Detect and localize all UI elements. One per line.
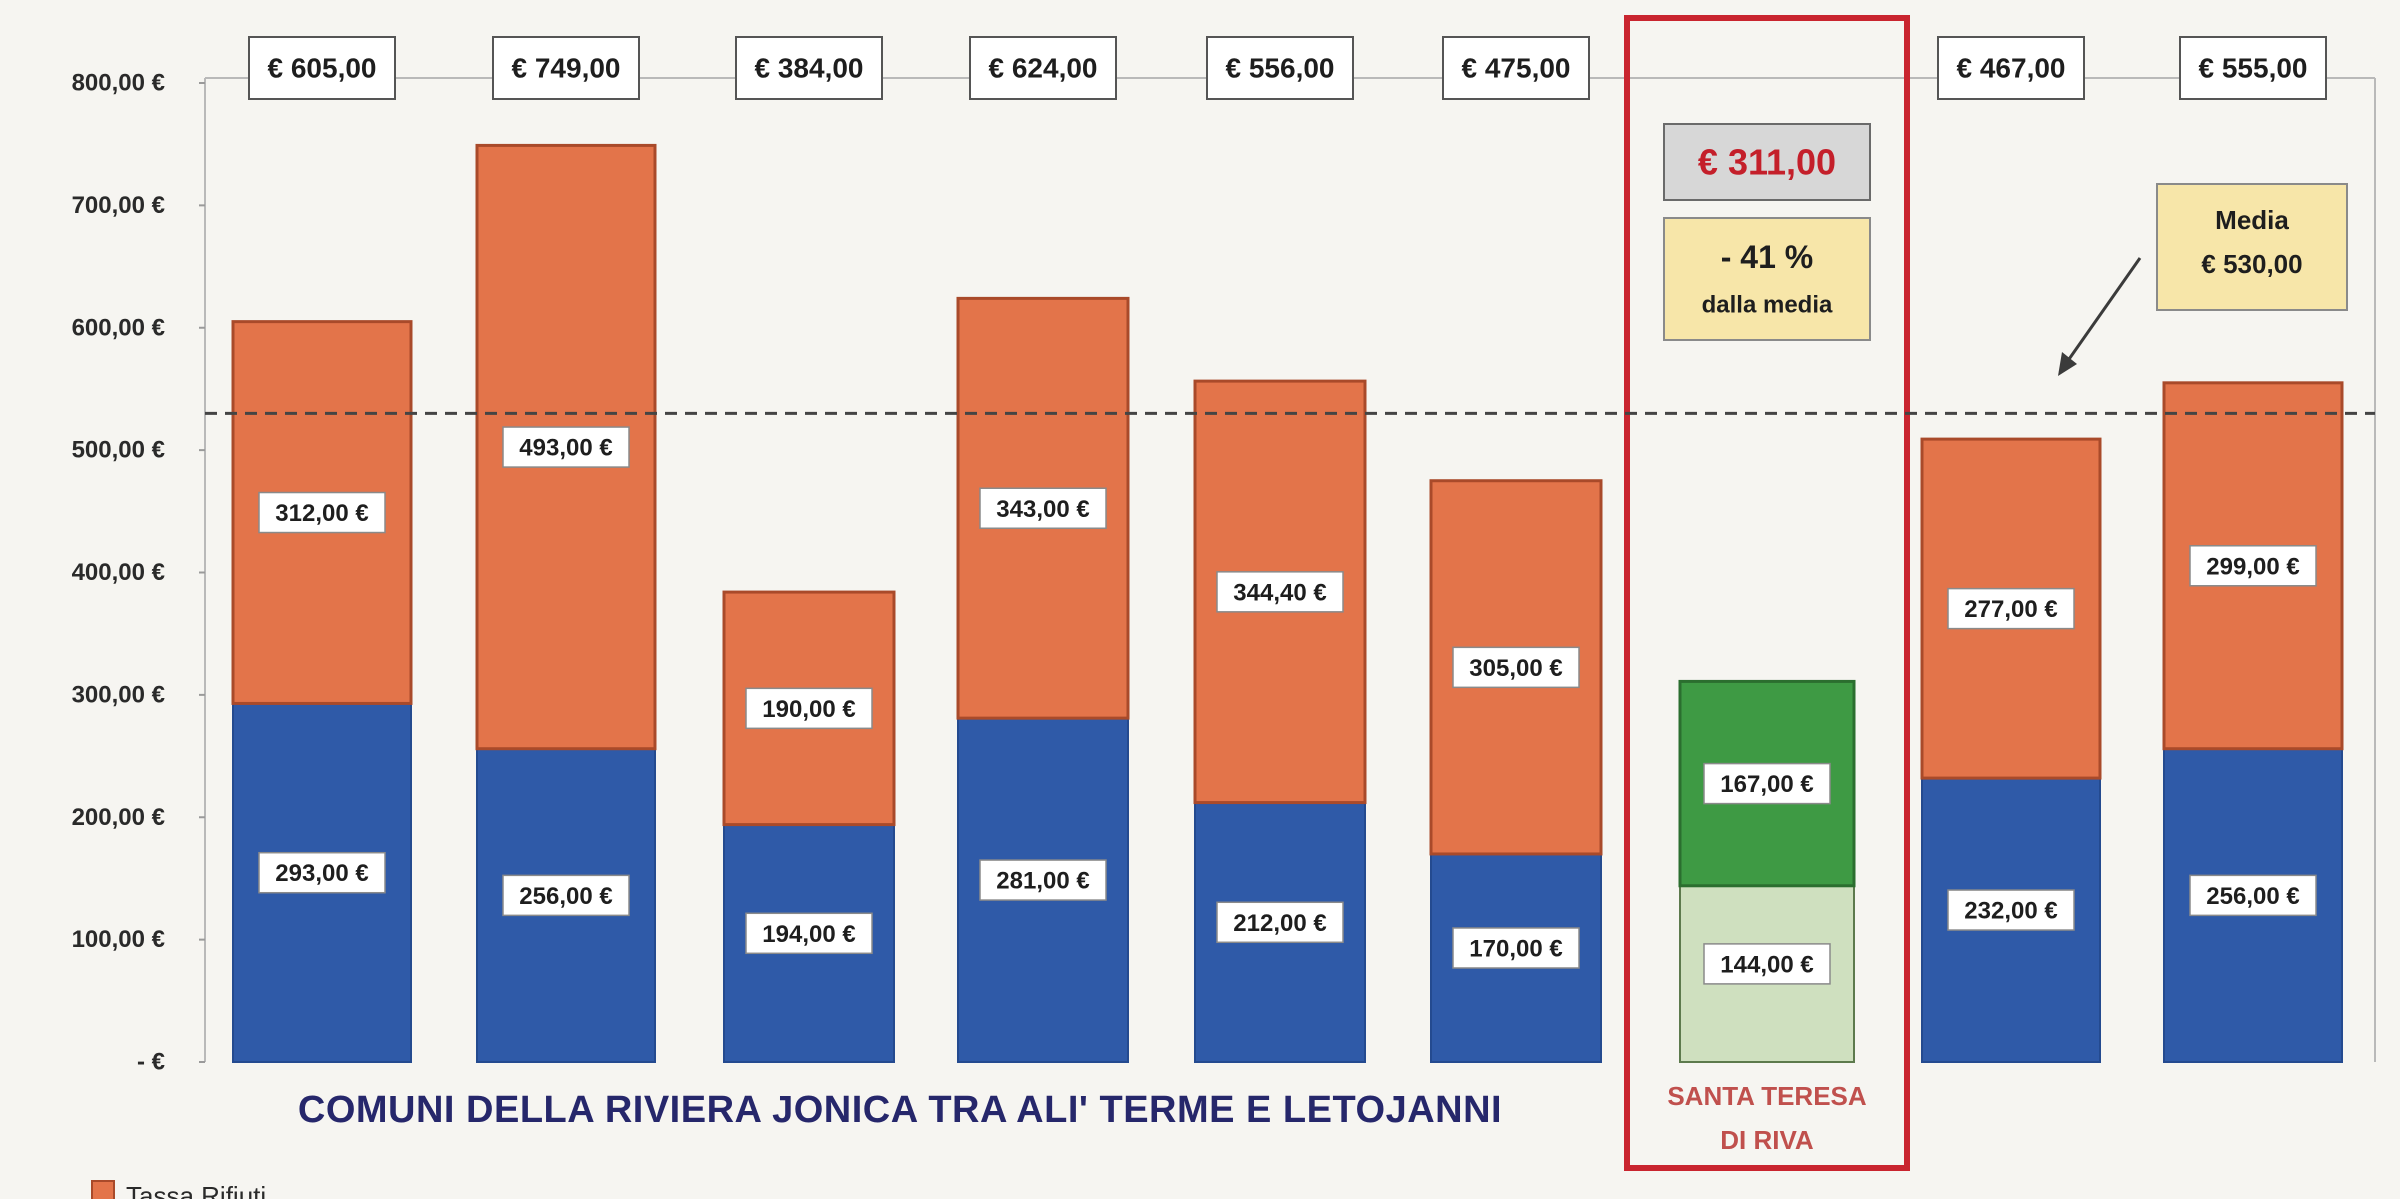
bottom-value-label-box xyxy=(1703,943,1831,985)
average-arrow-head xyxy=(2058,352,2077,376)
bottom-value-label-box xyxy=(2189,874,2317,917)
y-tick-label: 600,00 € xyxy=(72,314,165,341)
total-value-label: € 475,00 xyxy=(1462,53,1571,84)
top-value-label-box xyxy=(502,426,630,468)
highlight-pct-label: - 41 % xyxy=(1721,239,1813,275)
total-label-box xyxy=(1937,36,2085,100)
chart-caption: COMUNI DELLA RIVIERA JONICA TRA ALI' TER… xyxy=(298,1089,1502,1131)
total-value-label: € 555,00 xyxy=(2199,53,2308,84)
legend-swatch xyxy=(91,1180,115,1199)
top-value-label: 343,00 € xyxy=(996,496,1089,523)
top-value-label: 493,00 € xyxy=(519,435,612,462)
total-value-label: € 624,00 xyxy=(989,53,1098,84)
top-value-label: 312,00 € xyxy=(275,500,368,527)
y-tick-label: 800,00 € xyxy=(72,70,165,97)
bottom-value-label: 232,00 € xyxy=(1964,898,2057,925)
total-value-label: € 467,00 xyxy=(1957,53,2066,84)
average-callout-box xyxy=(2156,183,2348,311)
top-value-label-box xyxy=(979,487,1107,530)
bottom-value-label: 194,00 € xyxy=(762,921,855,948)
bottom-value-label-box xyxy=(1452,927,1580,969)
highlight-category-label-line1: SANTA TERESA xyxy=(1667,1081,1867,1111)
top-value-label-box xyxy=(2189,545,2317,587)
top-value-label-box xyxy=(258,491,386,534)
bottom-value-label-box xyxy=(745,912,873,955)
bottom-value-label-box xyxy=(1216,901,1344,944)
y-tick-label: 300,00 € xyxy=(72,681,165,708)
average-arrow xyxy=(2058,257,2142,373)
total-value-label: € 749,00 xyxy=(512,53,621,84)
y-tick-label: 400,00 € xyxy=(72,559,165,586)
top-value-label-box xyxy=(1216,571,1344,613)
bottom-value-label: 293,00 € xyxy=(275,860,368,887)
top-value-label: 167,00 € xyxy=(1720,771,1813,798)
total-value-label: € 556,00 xyxy=(1226,53,1335,84)
y-tick-label: - € xyxy=(137,1049,165,1076)
total-value-label: € 384,00 xyxy=(755,53,864,84)
bottom-value-label: 170,00 € xyxy=(1469,935,1562,962)
total-label-box xyxy=(2179,36,2327,100)
y-tick-label: 500,00 € xyxy=(72,437,165,464)
top-value-label-box xyxy=(1947,587,2075,630)
top-value-label-box xyxy=(1703,762,1831,805)
top-value-label: 305,00 € xyxy=(1469,655,1562,682)
top-value-label: 299,00 € xyxy=(2206,553,2299,580)
total-label-box xyxy=(492,36,640,100)
y-tick-label: 700,00 € xyxy=(72,192,165,219)
total-label-box xyxy=(1442,36,1590,100)
average-value-label: € 530,00 xyxy=(2201,249,2302,279)
total-value-label: € 605,00 xyxy=(268,53,377,84)
bottom-value-label: 281,00 € xyxy=(996,868,1089,895)
y-tick-label: 200,00 € xyxy=(72,804,165,831)
top-value-label: 277,00 € xyxy=(1964,596,2057,623)
highlight-pct-sub: dalla media xyxy=(1702,292,1833,319)
highlight-total-label: € 311,00 xyxy=(1698,142,1836,183)
highlight-pct-box xyxy=(1663,217,1871,341)
top-value-label: 344,40 € xyxy=(1233,579,1326,606)
bottom-value-label-box xyxy=(502,874,630,917)
total-label-box xyxy=(1206,36,1354,100)
bottom-value-label-box xyxy=(979,859,1107,901)
top-value-label-box xyxy=(1452,646,1580,689)
legend-label: Tassa Rifiuti xyxy=(126,1181,266,1199)
y-tick-label: 100,00 € xyxy=(72,926,165,953)
total-label-box xyxy=(969,36,1117,100)
bottom-value-label: 256,00 € xyxy=(519,883,612,910)
average-title: Media xyxy=(2215,205,2289,235)
highlight-frame xyxy=(1624,15,1910,1171)
top-value-label: 190,00 € xyxy=(762,696,855,723)
bottom-value-label: 212,00 € xyxy=(1233,910,1326,937)
bottom-value-label-box xyxy=(1947,889,2075,931)
top-value-label-box xyxy=(745,687,873,730)
bottom-value-label: 144,00 € xyxy=(1720,951,1813,978)
bottom-value-label: 256,00 € xyxy=(2206,883,2299,910)
highlight-category-label-line2: DI RIVA xyxy=(1720,1125,1814,1155)
total-label-box xyxy=(735,36,883,100)
total-label-box xyxy=(248,36,396,100)
bottom-value-label-box xyxy=(258,851,386,894)
highlight-total-box xyxy=(1663,123,1871,201)
